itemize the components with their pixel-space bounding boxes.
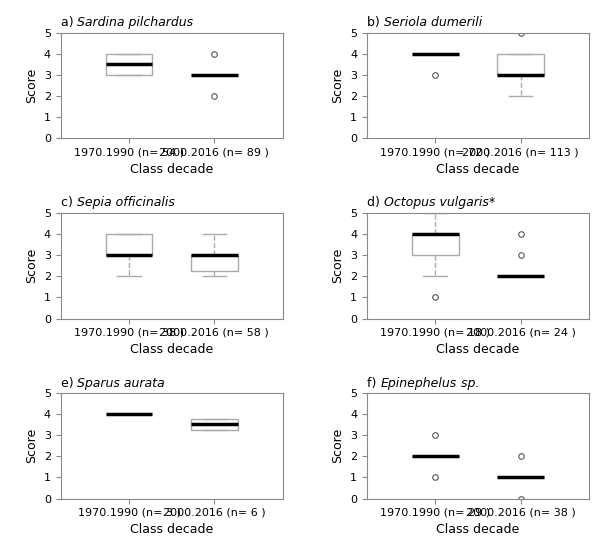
PathPatch shape [106,54,152,75]
Text: d): d) [367,196,384,209]
Text: Octopus vulgaris: Octopus vulgaris [384,196,489,209]
Text: f): f) [367,377,380,390]
Y-axis label: Score: Score [331,428,345,463]
Y-axis label: Score: Score [25,248,38,283]
Text: Seriola dumerili: Seriola dumerili [384,16,482,29]
Text: Sardina pilchardus: Sardina pilchardus [77,16,194,29]
Text: *: * [489,196,495,209]
Text: sp.: sp. [456,377,479,390]
Text: a): a) [61,16,77,29]
PathPatch shape [191,419,238,430]
Text: Sparus aurata: Sparus aurata [77,377,165,390]
Y-axis label: Score: Score [331,68,345,103]
Text: Epinephelus: Epinephelus [380,377,456,390]
X-axis label: Class decade: Class decade [436,163,520,176]
Y-axis label: Score: Score [25,428,38,463]
PathPatch shape [106,234,152,255]
Y-axis label: Score: Score [25,68,38,103]
PathPatch shape [497,54,544,75]
PathPatch shape [191,255,238,271]
X-axis label: Class decade: Class decade [130,163,213,176]
Text: b): b) [367,16,384,29]
Text: c): c) [61,196,76,209]
Text: Sepia officinalis: Sepia officinalis [76,196,174,209]
X-axis label: Class decade: Class decade [130,343,213,356]
X-axis label: Class decade: Class decade [436,343,520,356]
X-axis label: Class decade: Class decade [130,523,213,536]
PathPatch shape [412,234,459,255]
Y-axis label: Score: Score [331,248,345,283]
Text: e): e) [61,377,77,390]
X-axis label: Class decade: Class decade [436,523,520,536]
